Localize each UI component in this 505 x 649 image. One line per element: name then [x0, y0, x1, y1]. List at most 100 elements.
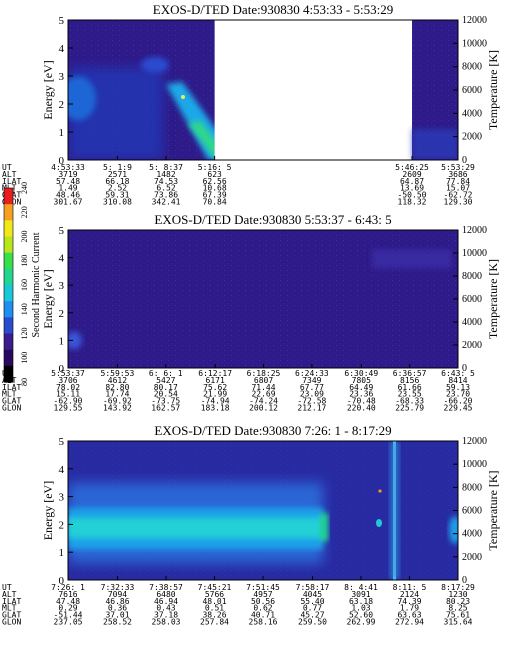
ephemeris-value: 220.40: [347, 404, 376, 413]
y2-axis-label: Temperature [K]: [486, 50, 500, 130]
ephemeris-value: 77.84: [446, 177, 470, 186]
ephemeris-value: 5: 1:9: [103, 163, 132, 172]
ephemeris-value: 183.18: [201, 404, 230, 413]
y2-tick-label: 0: [462, 363, 467, 374]
colorbar-tick-label: 100: [20, 352, 29, 364]
ephemeris-value: 225.79: [395, 404, 424, 413]
ephemeris-value: 7:26: 1: [51, 583, 85, 592]
ephemeris-value: 73.86: [154, 191, 178, 200]
ephemeris-value: 63.63: [397, 611, 421, 620]
y2-tick-label: 0: [462, 155, 467, 166]
ephemeris-value: 67.39: [203, 191, 227, 200]
ephemeris-value: 8:11: 5: [393, 583, 427, 592]
y2-tick-label: 10000: [462, 248, 487, 259]
ephemeris-value: 310.08: [103, 198, 132, 207]
hot-spot: [376, 519, 382, 528]
ephemeris-value: 63.18: [349, 597, 373, 606]
ephemeris-value: 118.32: [398, 198, 427, 207]
y-tick-label: 2: [59, 308, 65, 320]
ephemeris-value: 61.66: [398, 383, 422, 392]
ephemeris-value: 23.09: [300, 390, 324, 399]
y-tick-label: 4: [59, 464, 65, 476]
ephemeris-label: GLAT: [2, 611, 21, 620]
colorbar-frame: [3, 187, 14, 383]
ephemeris-value: 37.01: [105, 611, 129, 620]
ephemeris-value: 6: 6: 1: [149, 369, 183, 378]
ephemeris-label: ALT: [2, 590, 17, 599]
colorbar-swatch: [4, 236, 13, 254]
ephemeris-value: 80.17: [154, 383, 178, 392]
panel-3: EXOS-D/TED Date:930830 7:26: 1 - 8:17:29…: [2, 423, 500, 627]
ephemeris-label: ALT: [2, 170, 17, 179]
colorbar-swatch: [4, 301, 13, 318]
hot-spot: [378, 489, 382, 493]
ephemeris-value: 2.52: [108, 184, 127, 193]
ephemeris-value: 6:36:57: [393, 369, 427, 378]
ephemeris-value: 5:53:29: [441, 163, 475, 172]
ephemeris-value: 15.07: [446, 184, 470, 193]
spectrogram-1: [68, 20, 458, 160]
ephemeris-value: 2124: [400, 590, 419, 599]
band-edge: [320, 513, 328, 542]
ephemeris-value: 623: [207, 170, 222, 179]
ephemeris-value: 57.48: [56, 177, 80, 186]
ephemeris-value: 3686: [448, 170, 467, 179]
y-tick-label: 5: [59, 225, 65, 237]
panel-1: EXOS-D/TED Date:930830 4:53:33 - 5:53:29…: [2, 2, 500, 207]
ephemeris-value: 129.30: [444, 198, 473, 207]
band-right: [449, 515, 458, 544]
ephemeris-value: 59.31: [105, 191, 129, 200]
ephemeris-value: 17.74: [105, 390, 129, 399]
ephemeris-value: 4:53:33: [51, 163, 85, 172]
ephemeris-value: 237.05: [54, 618, 83, 627]
colorbar-swatch: [4, 285, 13, 302]
ephemeris-value: 2571: [108, 170, 127, 179]
y-tick-label: 0: [59, 575, 65, 587]
ephemeris-value: 78.02: [56, 383, 80, 392]
ephemeris-value: 7805: [352, 376, 371, 385]
ephemeris-value: 20.54: [154, 390, 178, 399]
y2-tick-label: 8000: [462, 62, 482, 73]
ephemeris-value: -70.48: [347, 397, 376, 406]
ephemeris-value: 0.43: [156, 604, 175, 613]
spike-glow: [390, 441, 399, 580]
ephemeris-value: 55.40: [300, 597, 324, 606]
ephemeris-value: 74.39: [397, 597, 421, 606]
colorbar-swatch: [4, 204, 13, 221]
ephemeris-value: -69.92: [103, 397, 132, 406]
chart-title: EXOS-D/TED Date:930830 7:26: 1 - 8:17:29: [154, 423, 391, 438]
ephemeris-value: -68.33: [395, 397, 424, 406]
ephemeris-label: UT: [2, 163, 12, 172]
ephemeris-value: 0.77: [303, 604, 322, 613]
y2-tick-label: 4000: [462, 529, 482, 540]
ephemeris-value: 62.56: [203, 177, 227, 186]
ephemeris-value: 212.17: [297, 404, 326, 413]
ephemeris-value: 50.56: [251, 597, 275, 606]
y-tick-label: 0: [59, 363, 65, 375]
ephemeris-label: ILAT: [2, 383, 21, 392]
ephemeris-value: -62.90: [54, 397, 83, 406]
colorbar-swatch: [4, 220, 13, 237]
ephemeris-value: 52.60: [349, 611, 373, 620]
ephemeris-value: 259.50: [298, 618, 327, 627]
colorbar-tick-label: 80: [20, 378, 29, 386]
ephemeris-value: 6:18:25: [247, 369, 281, 378]
ephemeris-label: GLON: [2, 404, 21, 413]
y2-axis-label: Temperature [K]: [486, 470, 500, 550]
ephemeris-value: 64.87: [400, 177, 424, 186]
ephemeris-value: 301.67: [54, 198, 83, 207]
ephemeris-value: 6:43: 5: [441, 369, 475, 378]
ephemeris-value: 22.69: [251, 390, 275, 399]
y2-tick-label: 10000: [462, 459, 487, 470]
y2-axis-label: Temperature [K]: [486, 259, 500, 339]
ephemeris-value: 162.57: [151, 404, 180, 413]
ephemeris-value: 200.12: [249, 404, 278, 413]
ephemeris-value: 82.80: [105, 383, 129, 392]
colorbar-tick-label: 140: [20, 303, 29, 315]
colorbar-tick-label: 200: [20, 231, 29, 243]
panel-2: EXOS-D/TED Date:930830 5:53:37 - 6:43: 5…: [2, 212, 500, 413]
ephemeris-value: 6.52: [156, 184, 175, 193]
ephemeris-label: ILAT: [2, 597, 21, 606]
ephemeris-value: 6171: [206, 376, 225, 385]
ephemeris-value: 45.27: [300, 611, 324, 620]
